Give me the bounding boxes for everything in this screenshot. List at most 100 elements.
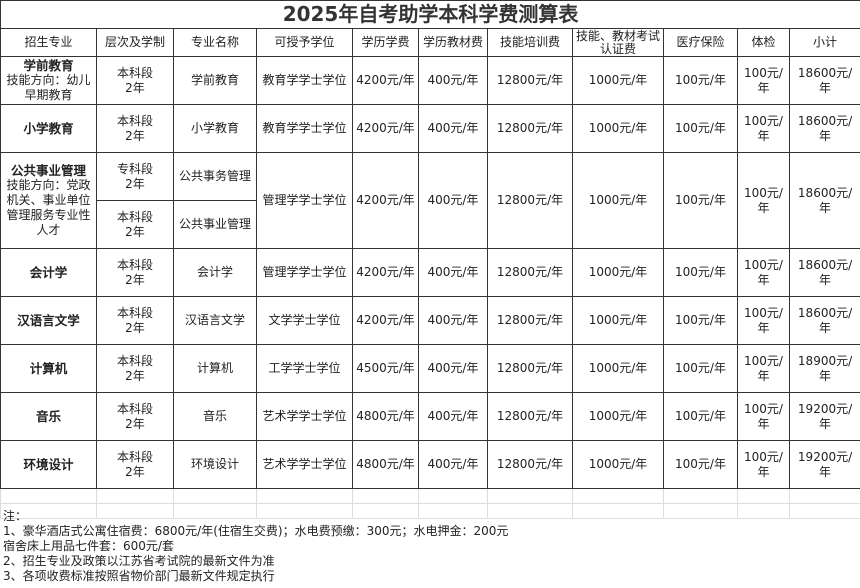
level: 本科段 [116,257,153,272]
header-cell: 技能培训费 [487,28,573,57]
degree-cell: 教育学学士学位 [256,104,353,153]
table-row: 小学教育 本科段 2年 小学教育 教育学学士学位 4200元/年 400元/年 12800元/… [0,104,860,153]
checkup-cell: 100元/年 [737,248,790,297]
exam-cell: 1000元/年 [572,56,664,105]
major-name: 音乐 [35,409,61,424]
checkup-cell: 100元/年 [737,104,790,153]
empty-cell [737,488,790,504]
empty-row [0,488,860,504]
table-row: 环境设计 本科段 2年 环境设计 艺术学学士学位 4800元/年 400元/年 12800元/… [0,440,860,489]
skill-direction: 技能方向：党政机关、事业单位管理服务专业性人才 [6,178,91,237]
empty-cell [96,488,174,504]
training-cell: 12800元/年 [487,296,573,345]
degree-cell: 艺术学学士学位 [256,440,353,489]
years: 2年 [125,176,145,191]
checkup-cell: 100元/年 [737,296,790,345]
major-name: 环境设计 [23,457,74,472]
tuition-cell: 4200元/年 [352,296,419,345]
major-name: 公共事业管理 [10,163,86,178]
table-row: 汉语言文学 本科段 2年 汉语言文学 文学学士学位 4200元/年 400元/年 12800元… [0,296,860,345]
level-cell: 本科段 2年 [96,344,174,393]
tuition-cell: 4200元/年 [352,104,419,153]
exam-cell: 1000元/年 [572,248,664,297]
level: 本科段 [116,353,153,368]
degree-cell: 管理学学士学位 [256,152,353,249]
level: 专科段 [116,161,153,176]
empty-cell [487,503,573,519]
major-name: 计算机 [29,361,68,376]
level-cell: 本科段 2年 [96,440,174,489]
major-cell: 汉语言文学 [0,296,97,345]
insurance-cell: 100元/年 [663,248,738,297]
skill-direction: 技能方向：幼儿早期教育 [6,73,91,102]
header-cell: 层次及学制 [96,28,174,57]
header-cell: 学历学费 [352,28,419,57]
empty-cell [352,503,419,519]
note-line: 宿舍床上用品七件套：600元/套 [3,539,174,553]
books-cell: 400元/年 [418,440,488,489]
empty-cell [418,488,488,504]
years: 2年 [125,320,145,335]
table-row: 计算机 本科段 2年 计算机 工学学士学位 4500元/年 400元/年 12800元/年 10… [0,344,860,393]
program-name: 会计学 [173,248,257,297]
training-cell: 12800元/年 [487,104,573,153]
years: 2年 [125,416,145,431]
empty-cell [663,503,738,519]
insurance-cell: 100元/年 [663,152,738,249]
years: 2年 [125,80,145,95]
major-cell: 小学教育 [0,104,97,153]
level-cell: 本科段 2年 [96,296,174,345]
fee-table: 2025年自考助学本科学费测算表 招生专业 层次及学制 专业名称 可授予学位 学历学费学… [0,0,860,519]
empty-cell [96,503,174,519]
training-cell: 12800元/年 [487,344,573,393]
major-cell: 公共事业管理 技能方向：党政机关、事业单位管理服务专业性人才 [0,152,97,249]
training-cell: 12800元/年 [487,440,573,489]
table-row: 公共事业管理 技能方向：党政机关、事业单位管理服务专业性人才 专科段 2年 公共事务管理… [0,152,860,249]
header-row: 招生专业 层次及学制 专业名称 可授予学位 学历学费 学历教材费 技能培训费 技能、教材考试认… [0,28,860,57]
checkup-cell: 100元/年 [737,344,790,393]
header-cell: 招生专业 [0,28,97,57]
exam-cell: 1000元/年 [572,440,664,489]
books-cell: 400元/年 [418,152,488,249]
checkup-cell: 100元/年 [737,56,790,105]
header-cell: 专业名称 [173,28,257,57]
total-cell: 18900元/年 [788,344,860,393]
program-name: 小学教育 [173,104,257,153]
level: 本科段 [116,401,153,416]
years: 2年 [125,272,145,287]
degree-cell: 文学学士学位 [256,296,353,345]
tuition-cell: 4200元/年 [352,56,419,105]
major-name: 小学教育 [23,121,74,136]
exam-cell: 1000元/年 [572,392,664,441]
empty-cell [788,503,860,519]
program-name: 学前教育 [173,56,257,105]
empty-cell [788,488,860,504]
header-cell: 技能、教材考试认证费 [572,28,664,57]
tuition-cell: 4200元/年 [352,152,419,249]
empty-cell [572,488,664,504]
program-name: 计算机 [173,344,257,393]
training-cell: 12800元/年 [487,56,573,105]
insurance-cell: 100元/年 [663,296,738,345]
header-cell: 学历教材费 [418,28,488,57]
degree-cell: 工学学士学位 [256,344,353,393]
notes-heading: 注： [3,509,28,523]
exam-cell: 1000元/年 [572,104,664,153]
degree-cell: 教育学学士学位 [256,56,353,105]
years: 2年 [125,224,145,239]
total-cell: 18600元/年 [788,152,860,249]
major-cell: 音乐 [0,392,97,441]
notes: 1、豪华酒店式公寓住宿费：6800元/年(住宿生交费)；水电费预缴：300元；水… [3,524,508,584]
training-cell: 12800元/年 [487,152,573,249]
total-cell: 18600元/年 [788,56,860,105]
table-row: 音乐 本科段 2年 音乐 艺术学学士学位 4800元/年 400元/年 12800元/年 100… [0,392,860,441]
empty-cell [256,488,353,504]
level-cell: 本科段 2年 [96,248,174,297]
exam-cell: 1000元/年 [572,296,664,345]
note-line: 1、豪华酒店式公寓住宿费：6800元/年(住宿生交费)；水电费预缴：300元；水… [3,524,509,538]
major-cell: 会计学 [0,248,97,297]
checkup-cell: 100元/年 [737,440,790,489]
program-name: 环境设计 [173,440,257,489]
total-cell: 18600元/年 [788,248,860,297]
level: 本科段 [116,305,153,320]
